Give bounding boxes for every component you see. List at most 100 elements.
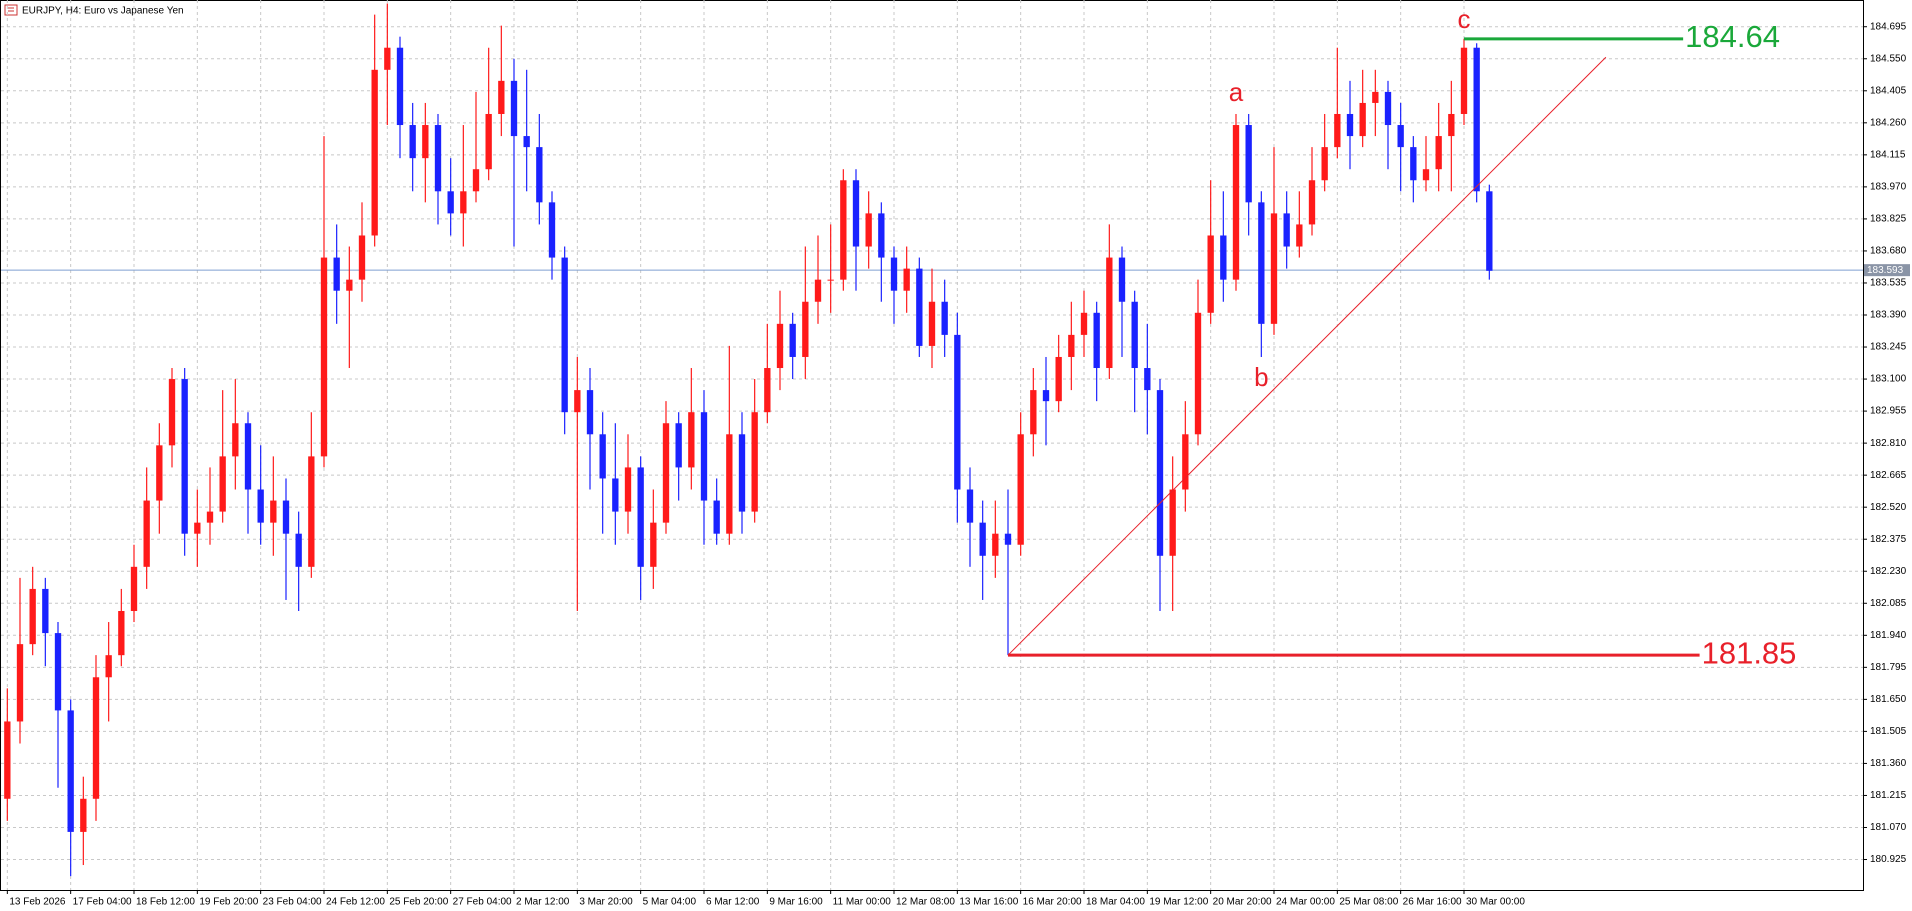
candle-body	[574, 390, 581, 413]
y-tick-label: 181.360	[1870, 758, 1907, 769]
x-tick-label: 13 Feb 2026	[9, 897, 66, 908]
x-tick-label: 20 Mar 20:00	[1213, 897, 1272, 908]
candle-body	[1435, 136, 1442, 170]
candle-body	[1334, 113, 1341, 148]
x-tick-label: 25 Mar 08:00	[1339, 897, 1398, 908]
candle-body	[42, 588, 49, 634]
candle-body	[1004, 533, 1012, 545]
plot-frame	[0, 0, 1864, 891]
candle-body	[1384, 91, 1392, 126]
candle-body	[143, 500, 150, 567]
candle-body	[460, 191, 467, 214]
y-tick-label: 183.680	[1870, 246, 1907, 257]
candle-body	[1093, 312, 1100, 369]
candle-body	[1321, 147, 1328, 181]
x-tick-label: 24 Mar 00:00	[1276, 897, 1335, 908]
candle-body	[599, 434, 606, 479]
candle-body	[168, 379, 176, 446]
candle-body	[16, 644, 24, 722]
candle-body	[1258, 202, 1265, 324]
candle-body	[1055, 356, 1062, 402]
y-tick-label: 183.535	[1870, 278, 1907, 289]
candle-body	[1422, 169, 1430, 181]
candle-body	[1308, 180, 1316, 225]
y-tick-label: 182.810	[1870, 438, 1907, 449]
candle-body	[979, 522, 986, 556]
candle-body	[536, 147, 543, 203]
candle-body	[1486, 191, 1493, 271]
y-tick-label: 181.070	[1870, 822, 1907, 833]
candle-body	[624, 467, 632, 512]
level-label: 181.85	[1702, 635, 1797, 670]
candle-body	[384, 47, 391, 70]
candle-body	[1194, 312, 1202, 435]
candle-body	[80, 798, 87, 832]
x-tick-label: 19 Feb 20:00	[199, 897, 258, 908]
candle-body	[1296, 224, 1303, 247]
candle-body	[827, 279, 834, 281]
candle-body	[865, 213, 872, 247]
candle-body	[586, 390, 594, 435]
candle-body	[1131, 301, 1138, 369]
x-tick-label: 6 Mar 12:00	[706, 897, 760, 908]
candle-body	[295, 533, 302, 567]
wave-label: c	[1458, 4, 1471, 34]
candle-body	[485, 113, 492, 170]
x-tick-label: 18 Mar 04:00	[1086, 897, 1145, 908]
candle-body	[257, 489, 264, 523]
x-tick-label: 23 Feb 04:00	[263, 897, 322, 908]
candle-body	[409, 125, 416, 159]
candle-body	[270, 500, 277, 523]
candle-body	[1270, 213, 1278, 324]
candle-body	[1118, 257, 1126, 302]
y-tick-label: 182.520	[1870, 502, 1907, 513]
candle-body	[726, 434, 733, 534]
candle-body	[1473, 47, 1480, 192]
y-tick-label: 183.100	[1870, 374, 1907, 385]
candle-body	[130, 566, 138, 612]
candle-body	[650, 522, 657, 567]
candle-body	[105, 655, 112, 678]
candle-body	[1372, 91, 1379, 103]
candle-body	[700, 412, 708, 501]
current-price-box	[1864, 264, 1910, 277]
candle-body	[1220, 235, 1227, 280]
candle-body	[1232, 125, 1240, 280]
candle-body	[688, 412, 695, 468]
y-tick-label: 182.665	[1870, 470, 1907, 481]
y-tick-label: 181.215	[1870, 790, 1907, 801]
candle-body	[637, 467, 644, 567]
candle-body	[1106, 257, 1113, 369]
candle-body	[916, 268, 923, 346]
wave-label: a	[1229, 77, 1244, 107]
y-tick-label: 184.695	[1870, 21, 1907, 32]
candle-body	[333, 257, 340, 291]
candle-body	[92, 677, 100, 799]
candle-body	[282, 500, 290, 534]
candle-body	[1017, 434, 1024, 545]
x-tick-label: 25 Feb 20:00	[389, 897, 448, 908]
candle-body	[1460, 47, 1468, 114]
trendline	[1007, 56, 1607, 656]
candle-body	[320, 257, 328, 457]
candle-body	[244, 423, 252, 490]
candle-body	[4, 721, 11, 799]
y-tick-label: 181.940	[1870, 630, 1907, 641]
candle-body	[764, 368, 771, 413]
candle-body	[118, 611, 125, 656]
candle-body	[1207, 235, 1214, 313]
candle-body	[498, 80, 505, 114]
candle-body	[1144, 368, 1151, 391]
y-tick-label: 183.245	[1870, 342, 1907, 353]
level-label: 184.64	[1685, 19, 1780, 54]
candle-body	[662, 423, 670, 523]
candle-body	[840, 180, 847, 280]
candle-body	[523, 136, 530, 148]
candle-body	[67, 710, 74, 832]
x-tick-label: 19 Mar 12:00	[1149, 897, 1208, 908]
candle-body	[814, 279, 822, 302]
x-tick-label: 26 Mar 16:00	[1403, 897, 1462, 908]
candle-body	[346, 279, 353, 291]
